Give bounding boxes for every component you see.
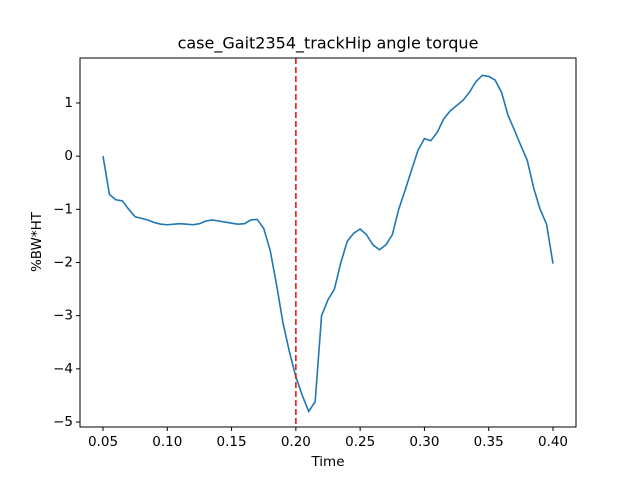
- data-line: [102, 74, 554, 414]
- y-tick-label: −5: [53, 414, 73, 430]
- x-tick-label: 0.25: [345, 434, 375, 450]
- y-tick-label: −1: [53, 201, 73, 217]
- chart-title: case_Gait2354_trackHip angle torque: [178, 34, 479, 54]
- y-axis-label: %BW*HT: [29, 211, 45, 272]
- y-tick-label: −2: [53, 254, 73, 270]
- y-tick-label: 0: [64, 148, 73, 164]
- x-tick-label: 0.10: [152, 434, 182, 450]
- y-tick-label: −4: [53, 361, 73, 377]
- y-tick-label: −3: [53, 308, 73, 324]
- x-tick-label: 0.05: [88, 434, 118, 450]
- plot-frame: [79, 57, 577, 428]
- x-axis-label: Time: [310, 454, 344, 470]
- x-tick-label: 0.15: [217, 434, 247, 450]
- y-tick-label: 1: [64, 95, 73, 111]
- x-tick-label: 0.30: [409, 434, 439, 450]
- x-tick-label: 0.20: [281, 434, 311, 450]
- x-tick-label: 0.40: [538, 434, 568, 450]
- x-tick-label: 0.35: [474, 434, 504, 450]
